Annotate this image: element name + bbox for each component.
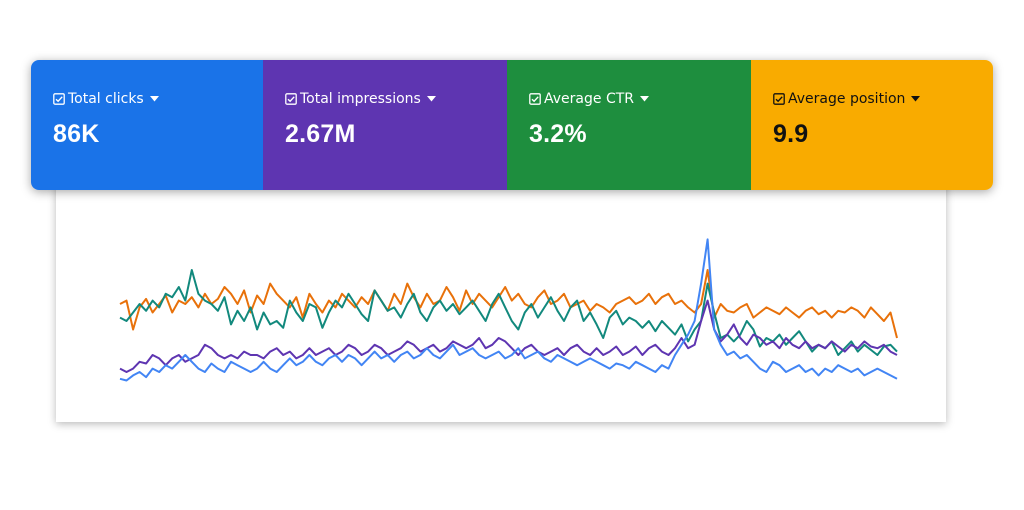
- caret-down-icon[interactable]: [640, 96, 649, 102]
- caret-down-icon[interactable]: [426, 96, 436, 102]
- checkbox-checked-icon[interactable]: [285, 93, 297, 105]
- caret-down-icon[interactable]: [911, 96, 921, 102]
- metric-label: Total impressions: [300, 91, 421, 107]
- metric-header: Average position: [773, 90, 993, 108]
- metric-header: Average CTR: [529, 90, 751, 108]
- series-line-2: [119, 299, 898, 373]
- caret-down-icon[interactable]: [149, 96, 159, 102]
- metric-label: Total clicks: [68, 91, 144, 107]
- metric-header: Total impressions: [285, 90, 507, 108]
- metric-value: 9.9: [773, 120, 809, 148]
- checkbox-checked-icon[interactable]: [53, 93, 65, 105]
- metric-label: Average CTR: [544, 91, 634, 107]
- series-line-0: [119, 269, 898, 339]
- metric-total-clicks[interactable]: Total clicks 86K: [31, 60, 263, 190]
- metrics-bar: Total clicks 86K Total impressions 2.67M: [31, 60, 993, 190]
- checkbox-checked-icon[interactable]: [529, 93, 541, 105]
- series-line-1: [119, 269, 898, 356]
- checkbox-checked-icon[interactable]: [773, 93, 785, 105]
- metric-value: 2.67M: [285, 120, 356, 148]
- line-chart: [119, 238, 898, 382]
- performance-chart: [56, 176, 946, 422]
- metric-average-ctr[interactable]: Average CTR 3.2%: [507, 60, 751, 190]
- metric-total-impressions[interactable]: Total impressions 2.67M: [263, 60, 507, 190]
- metric-value: 3.2%: [529, 120, 587, 148]
- series-line-3: [119, 238, 898, 382]
- metric-value: 86K: [53, 120, 100, 148]
- metric-label: Average position: [788, 91, 906, 107]
- metric-header: Total clicks: [53, 90, 263, 108]
- metric-average-position[interactable]: Average position 9.9: [751, 60, 993, 190]
